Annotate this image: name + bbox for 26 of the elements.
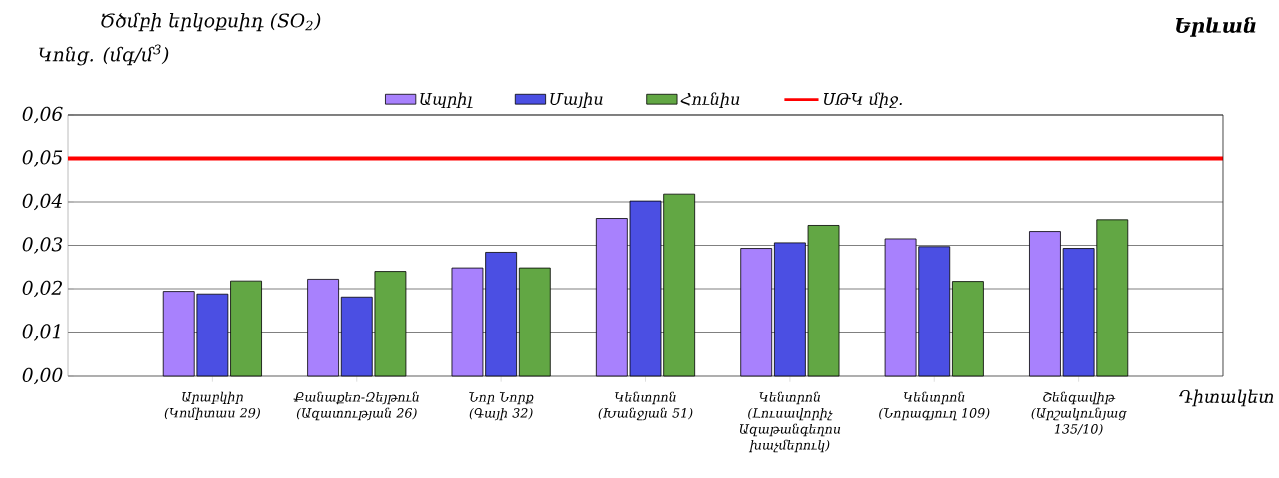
chart-title: Ծծմբի երկօքսիդ (SO$_{2}$) — [101, 12, 321, 32]
chart-subtitle: Երևան — [1176, 17, 1256, 37]
x-tick-label: Շենգավիթ (Արշակունյաց 135/10) — [1031, 391, 1127, 436]
x-tick-label: Կենտրոն (Լուսավորիչ Ազաթանգեղոս խաչմերուկ) — [739, 391, 841, 453]
x-axis-title: Դիտակետ — [1178, 389, 1274, 407]
y-tick-label: 0,06 — [22, 106, 63, 124]
legend-label: Հունիս — [680, 92, 740, 109]
y-tick-label: 0,05 — [22, 150, 63, 167]
y-tick-label: 0,00 — [22, 367, 63, 385]
y-tick-label: 0,01 — [22, 324, 60, 341]
bar — [740, 248, 773, 377]
bar — [518, 267, 551, 377]
x-tick-label: Կենտրոն (Նորագյուղ 109) — [879, 391, 990, 421]
y-tick-label: 0,03 — [22, 237, 63, 254]
legend-label: ՍԹԿ միջ. — [824, 92, 902, 109]
y-tick-label: 0,02 — [22, 280, 62, 298]
x-tick-label: Կենտրոն (Խանջյան 51) — [598, 391, 693, 421]
bar — [307, 279, 339, 377]
y-tick-label: 0,04 — [22, 193, 62, 211]
y-axis-title: Կոնց. (մգ/մ$^{3}$) — [39, 44, 169, 66]
x-tick-label: Արաբկիր (Կոմիտաս 29) — [164, 391, 260, 420]
x-tick-label: Քանաքեռ-Զեյթուն (Ազատության 26) — [293, 391, 419, 421]
legend-label: Ապրիլ — [420, 92, 473, 108]
legend-label: Մայիս — [550, 92, 603, 108]
bar — [952, 281, 984, 377]
x-tick-label: Նոր Նորք (Գայի 32) — [469, 391, 534, 421]
